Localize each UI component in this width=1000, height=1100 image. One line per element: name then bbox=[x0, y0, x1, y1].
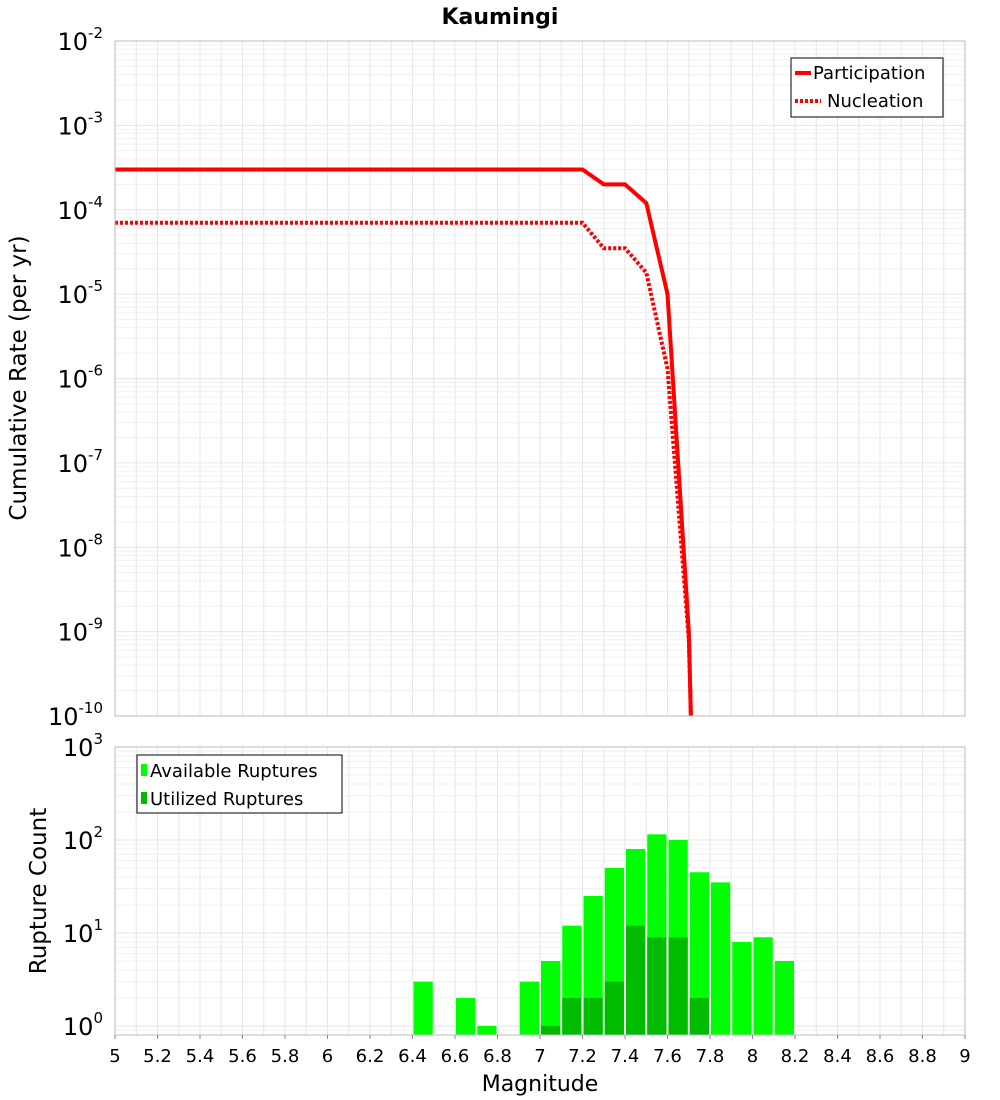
available-ruptures-bar bbox=[689, 872, 709, 1035]
utilized-ruptures-bar bbox=[583, 997, 603, 1035]
x-tick-label: 5.4 bbox=[186, 1046, 215, 1067]
rate-legend-box bbox=[790, 57, 944, 118]
count-legend: Available Ruptures Utilized Ruptures bbox=[136, 754, 343, 814]
y-tick-label: 100 bbox=[63, 1009, 103, 1041]
available-ruptures-bar bbox=[519, 981, 539, 1035]
x-tick-label: 5.8 bbox=[271, 1046, 300, 1067]
x-tick-label: 8.2 bbox=[781, 1046, 810, 1067]
x-tick-label: 5.2 bbox=[143, 1046, 172, 1067]
participation-legend-label: Participation bbox=[813, 63, 925, 84]
utilized-ruptures-bar bbox=[689, 997, 709, 1035]
x-tick-label: 8.6 bbox=[866, 1046, 895, 1067]
utilized-ruptures-bar bbox=[541, 1025, 561, 1035]
rate-legend: Participation Nucleation bbox=[790, 57, 944, 118]
available-legend-label: Available Ruptures bbox=[150, 761, 318, 782]
x-tick-label: 6.6 bbox=[441, 1046, 470, 1067]
rate-panel-y-ticks: 10-10 10-9 10-8 10-7 10-6 10-5 10-4 10-3 10-2 bbox=[48, 24, 103, 731]
available-ruptures-bar bbox=[541, 960, 561, 1035]
available-ruptures-bar bbox=[456, 997, 476, 1035]
x-tick-label: 5.6 bbox=[228, 1046, 257, 1067]
utilized-legend-swatch bbox=[141, 792, 147, 804]
y-tick-label: 10-2 bbox=[57, 24, 103, 56]
nucleation-line bbox=[115, 220, 693, 717]
count-panel: 100 101 102 103 5 5.2 5.4 5.6 5.8 6 6.2 6.4 6.6 6.8 7… bbox=[26, 730, 971, 1097]
x-tick-label: 5 bbox=[109, 1046, 120, 1067]
x-tick-label: 7 bbox=[534, 1046, 545, 1067]
count-legend-box bbox=[136, 754, 343, 814]
x-tick-label: 7.4 bbox=[611, 1046, 640, 1067]
x-tick-label: 6.4 bbox=[398, 1046, 427, 1067]
y-tick-label: 10-9 bbox=[57, 615, 103, 647]
available-legend-swatch bbox=[141, 764, 147, 776]
available-ruptures-bar bbox=[774, 960, 794, 1035]
x-tick-label: 8 bbox=[747, 1046, 758, 1067]
x-tick-label: 7.6 bbox=[653, 1046, 682, 1067]
y-tick-label: 10-10 bbox=[48, 699, 103, 731]
rate-panel-frame bbox=[114, 40, 966, 717]
y-tick-label: 10-5 bbox=[57, 277, 103, 309]
utilized-ruptures-bar bbox=[604, 981, 624, 1035]
x-tick-label: 7.8 bbox=[696, 1046, 725, 1067]
y-tick-label: 10-6 bbox=[57, 362, 103, 394]
y-tick-label: 10-8 bbox=[57, 530, 103, 562]
utilized-ruptures-bar bbox=[626, 925, 646, 1035]
rate-panel-y-label: Cumulative Rate (per yr) bbox=[6, 235, 32, 520]
utilized-ruptures-bar bbox=[647, 937, 667, 1035]
x-tick-label: 6.2 bbox=[356, 1046, 385, 1067]
y-tick-label: 10-3 bbox=[57, 108, 103, 140]
available-ruptures-bar bbox=[753, 937, 773, 1035]
count-panel-y-label: Rupture Count bbox=[26, 808, 52, 974]
utilized-ruptures-bar bbox=[668, 937, 688, 1035]
x-tick-label: 8.4 bbox=[823, 1046, 852, 1067]
participation-line bbox=[115, 167, 693, 717]
available-ruptures-bar bbox=[732, 942, 752, 1035]
utilized-ruptures-bar bbox=[562, 997, 582, 1035]
x-tick-label: 7.2 bbox=[568, 1046, 597, 1067]
nucleation-legend-label: Nucleation bbox=[827, 91, 923, 112]
y-tick-label: 102 bbox=[63, 823, 103, 855]
rate-panel-series bbox=[115, 167, 693, 717]
y-tick-label: 10-7 bbox=[57, 446, 103, 478]
y-tick-label: 10-4 bbox=[57, 193, 103, 225]
chart-title: Kaumingi bbox=[442, 5, 559, 30]
x-tick-label: 9 bbox=[959, 1046, 970, 1067]
available-ruptures-bar bbox=[413, 981, 433, 1035]
count-panel-x-ticks: 5 5.2 5.4 5.6 5.8 6 6.2 6.4 6.6 6.8 7 7.2 7.4 7.6 7.8 8… bbox=[109, 1035, 971, 1067]
utilized-legend-label: Utilized Ruptures bbox=[150, 789, 303, 810]
available-ruptures-bar bbox=[477, 1025, 497, 1035]
available-ruptures-bar bbox=[711, 882, 731, 1035]
rate-panel-grid bbox=[114, 41, 966, 717]
rate-panel: 10-10 10-9 10-8 10-7 10-6 10-5 10-4 10-3 10-2 Cu… bbox=[6, 24, 966, 731]
x-tick-label: 8.8 bbox=[908, 1046, 937, 1067]
x-axis-label: Magnitude bbox=[482, 1072, 599, 1097]
y-tick-label: 103 bbox=[63, 730, 103, 762]
y-tick-label: 101 bbox=[63, 916, 103, 948]
count-panel-y-ticks: 100 101 102 103 bbox=[63, 730, 103, 1041]
x-tick-label: 6 bbox=[322, 1046, 333, 1067]
count-panel-bars bbox=[413, 834, 794, 1035]
x-tick-label: 6.8 bbox=[483, 1046, 512, 1067]
